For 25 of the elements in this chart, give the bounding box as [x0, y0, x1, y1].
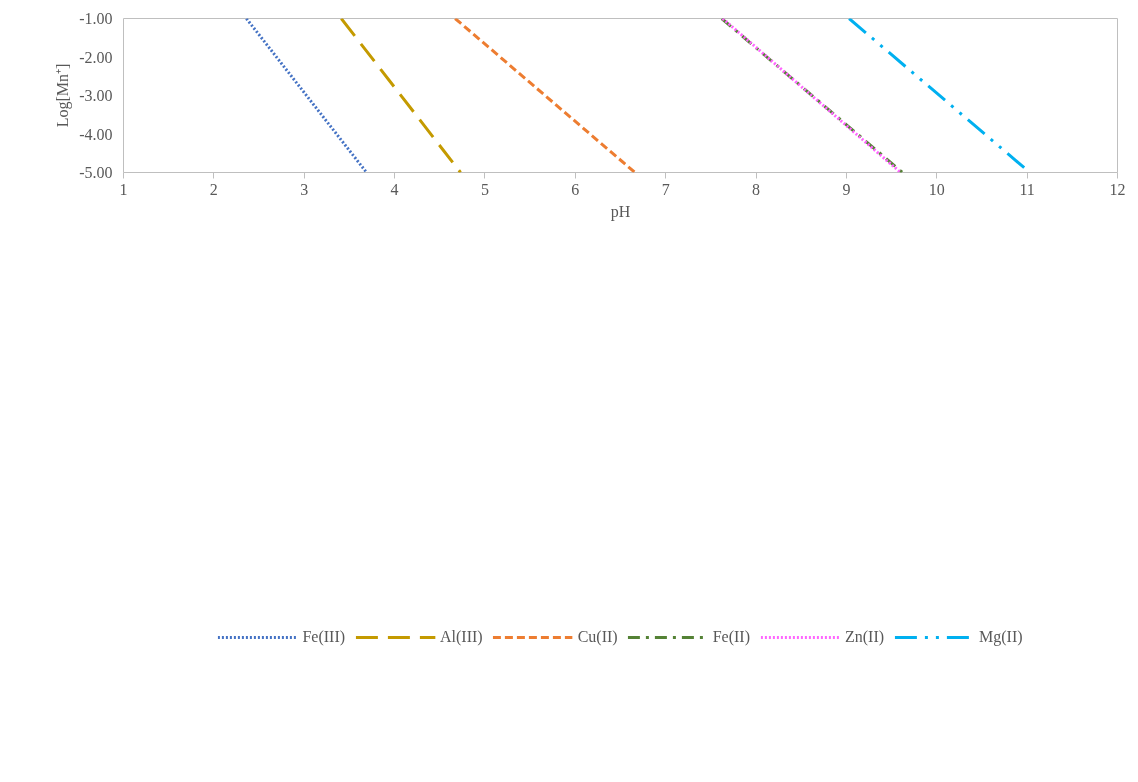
x-tick-label: 4 [390, 180, 399, 198]
legend-label: Fe(III) [302, 628, 346, 646]
x-tick-label: 12 [1109, 180, 1126, 198]
legend-label: Zn(II) [844, 628, 885, 646]
legend-label: Cu(II) [577, 628, 618, 646]
y-tick-label: -4.00 [79, 125, 113, 143]
x-tick-label: 5 [480, 180, 489, 198]
x-tick-label: 2 [209, 180, 218, 198]
y-tick-label: -5.00 [79, 164, 113, 181]
x-tick-label: 8 [752, 180, 761, 198]
x-tick-label: 10 [928, 180, 945, 198]
x-tick-label: 7 [661, 180, 670, 198]
y-axis-title: Log[Mn⁺] [54, 63, 73, 128]
y-tick-label: -1.00 [79, 10, 113, 27]
legend-label: Mg(II) [979, 628, 1023, 646]
legend-label: Al(III) [440, 628, 483, 646]
y-tick-label: -2.00 [79, 48, 113, 66]
x-tick-label: 3 [300, 180, 309, 198]
y-tick-label: -3.00 [79, 87, 113, 104]
x-tick-label: 6 [571, 180, 580, 198]
legend-label: Fe(II) [712, 628, 750, 646]
x-tick-label: 11 [1019, 180, 1035, 198]
x-tick-label: 1 [119, 180, 128, 198]
x-tick-label: 9 [842, 180, 851, 198]
x-axis-title: pH [610, 202, 631, 221]
